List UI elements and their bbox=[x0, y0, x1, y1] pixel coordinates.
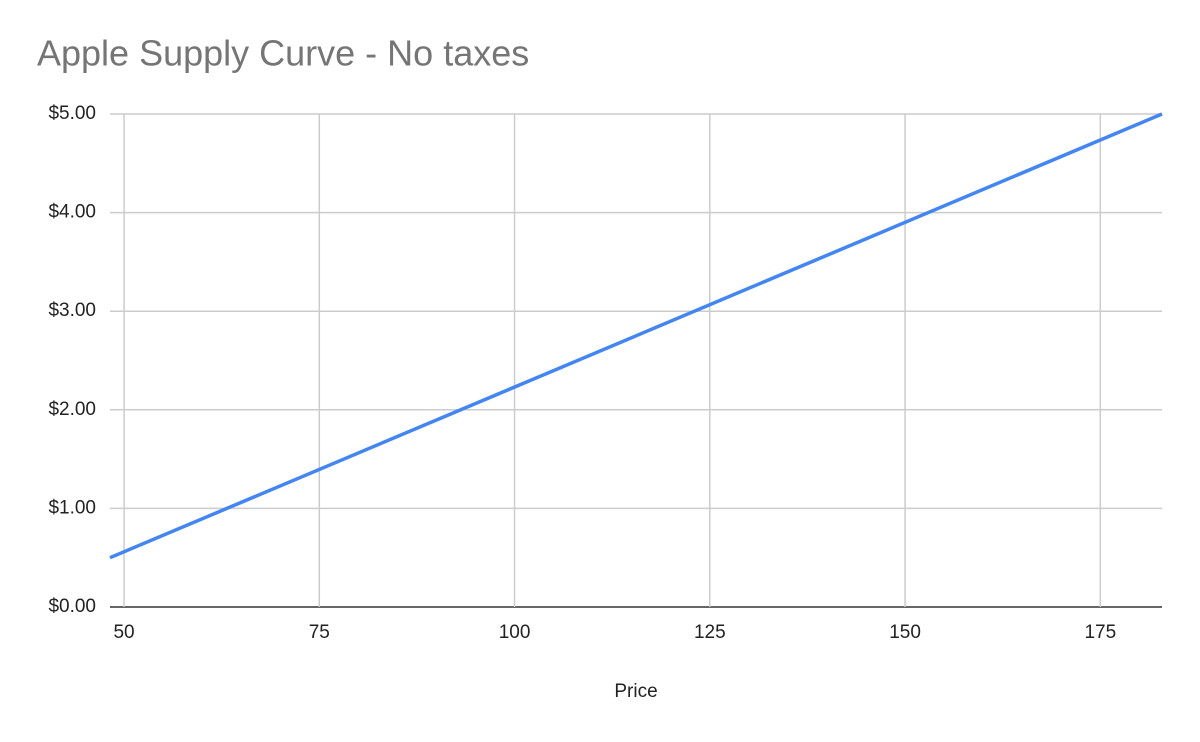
x-tick-label: 50 bbox=[113, 622, 134, 643]
y-tick-label: $0.00 bbox=[48, 596, 96, 617]
x-tick-label: 100 bbox=[499, 622, 531, 643]
x-tick-label: 75 bbox=[309, 622, 330, 643]
x-tick-label: 150 bbox=[889, 622, 921, 643]
y-tick-label: $4.00 bbox=[48, 202, 96, 223]
chart-title: Apple Supply Curve - No taxes bbox=[37, 33, 529, 74]
y-tick-label: $5.00 bbox=[48, 103, 96, 124]
x-axis-title: Price bbox=[614, 681, 657, 702]
y-tick-label: $3.00 bbox=[48, 300, 96, 321]
y-tick-label: $2.00 bbox=[48, 399, 96, 420]
line-series bbox=[109, 112, 1163, 560]
x-tick-label: 125 bbox=[694, 622, 726, 643]
y-tick-label: $1.00 bbox=[48, 497, 96, 518]
x-tick-label: 175 bbox=[1084, 622, 1116, 643]
